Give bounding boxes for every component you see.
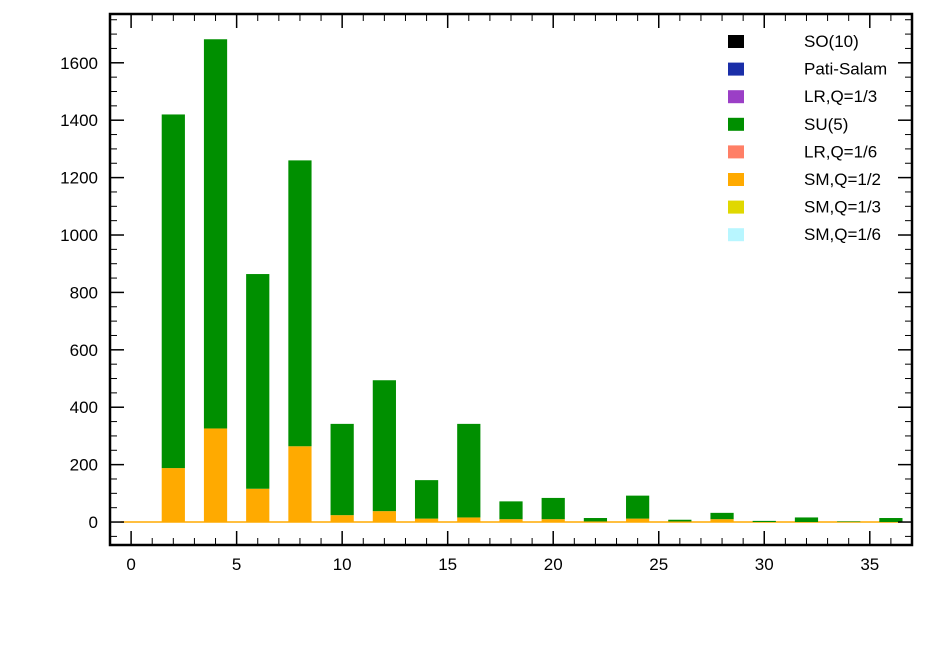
bar-sm-q-1-2-x16 (457, 517, 481, 523)
x-tick-label: 0 (126, 555, 135, 574)
y-tick-label: 800 (70, 283, 98, 302)
x-tick-label: 25 (649, 555, 668, 574)
legend-swatch (728, 35, 744, 48)
bar-su-5--x30 (752, 520, 776, 523)
bar-sm-q-1-2-x18 (499, 519, 523, 523)
axes-layer: 0 5 10 15 20 25 30 35 0 200 400 600 800 1000 1200 1400 1… (60, 12, 914, 574)
legend-label: SM,Q=1/6 (804, 225, 881, 244)
bar-su-5--x14 (414, 480, 439, 519)
bar-su-5--x34 (837, 521, 861, 523)
bar-su-5--x24 (626, 495, 650, 519)
bar-su-5--x4 (203, 39, 228, 429)
bar-sm-q-1-2-x10 (330, 515, 354, 523)
plot-frame (108, 12, 914, 547)
legend-swatch (728, 228, 744, 242)
legend-label: SM,Q=1/3 (804, 198, 881, 217)
bar-sm-q-1-2-x24 (626, 518, 650, 523)
bar-sm-q-1-2-x8 (288, 446, 312, 523)
y-tick-label: 400 (70, 398, 98, 417)
y-tick-label: 200 (70, 456, 98, 475)
legend-swatch (728, 200, 744, 214)
y-tick-label: 600 (70, 341, 98, 360)
bar-sm-q-1-2-x28 (710, 519, 734, 523)
x-tick-label: 35 (860, 555, 879, 574)
legend-swatch (728, 62, 744, 76)
legend-swatch (728, 90, 744, 104)
legend-label: Pati-Salam (804, 60, 887, 79)
bar-sm-q-1-2-x14 (414, 518, 439, 523)
legend-swatch (728, 117, 744, 131)
bar-su-5--x6 (246, 274, 270, 489)
bar-sm-q-1-2-x4 (203, 428, 228, 523)
bar-su-5--x32 (794, 517, 819, 523)
bar-sm-q-1-2-x12 (372, 511, 396, 523)
x-tick-label: 30 (755, 555, 774, 574)
bar-sm-q-1-2-x22 (583, 521, 608, 523)
bar-sm-q-1-2-x2 (161, 468, 185, 523)
bar-su-5--x26 (668, 519, 692, 522)
bar-su-5--x10 (330, 423, 354, 516)
y-tick-label: 1400 (60, 111, 98, 130)
y-tick-label: 1600 (60, 54, 98, 73)
x-tick-label: 10 (333, 555, 352, 574)
bars-layer (120, 39, 903, 523)
x-tick-label: 15 (438, 555, 457, 574)
legend-label: LR,Q=1/3 (804, 87, 877, 106)
y-tick-label: 1000 (60, 226, 98, 245)
bar-sm-q-1-2-x20 (541, 519, 565, 523)
bar-su-5--x2 (161, 114, 185, 469)
x-tick-label: 5 (232, 555, 241, 574)
y-tick-label: 0 (89, 513, 98, 532)
bar-su-5--x16 (457, 423, 481, 518)
legend-swatch (728, 173, 744, 186)
bar-su-5--x28 (710, 512, 734, 520)
legend-swatch (728, 145, 744, 159)
legend-label: SO(10) (804, 32, 859, 51)
legend-label: SU(5) (804, 115, 848, 134)
x-tick-label: 20 (544, 555, 563, 574)
legend: SO(10) Pati-Salam LR,Q=1/3 SU(5) LR,Q=1/6 SM,… (728, 32, 887, 244)
bar-su-5--x22 (583, 518, 608, 522)
bar-sm-q-1-2-x26 (668, 521, 692, 523)
bar-su-5--x18 (499, 501, 523, 520)
y-tick-label: 1200 (60, 169, 98, 188)
bar-su-5--x36 (879, 518, 903, 523)
bar-sm-q-1-2-x6 (246, 488, 270, 523)
bar-su-5--x8 (288, 160, 312, 447)
bar-su-5--x12 (372, 380, 396, 512)
bar-su-5--x20 (541, 497, 565, 520)
legend-label: SM,Q=1/2 (804, 170, 881, 189)
legend-label: LR,Q=1/6 (804, 142, 877, 161)
